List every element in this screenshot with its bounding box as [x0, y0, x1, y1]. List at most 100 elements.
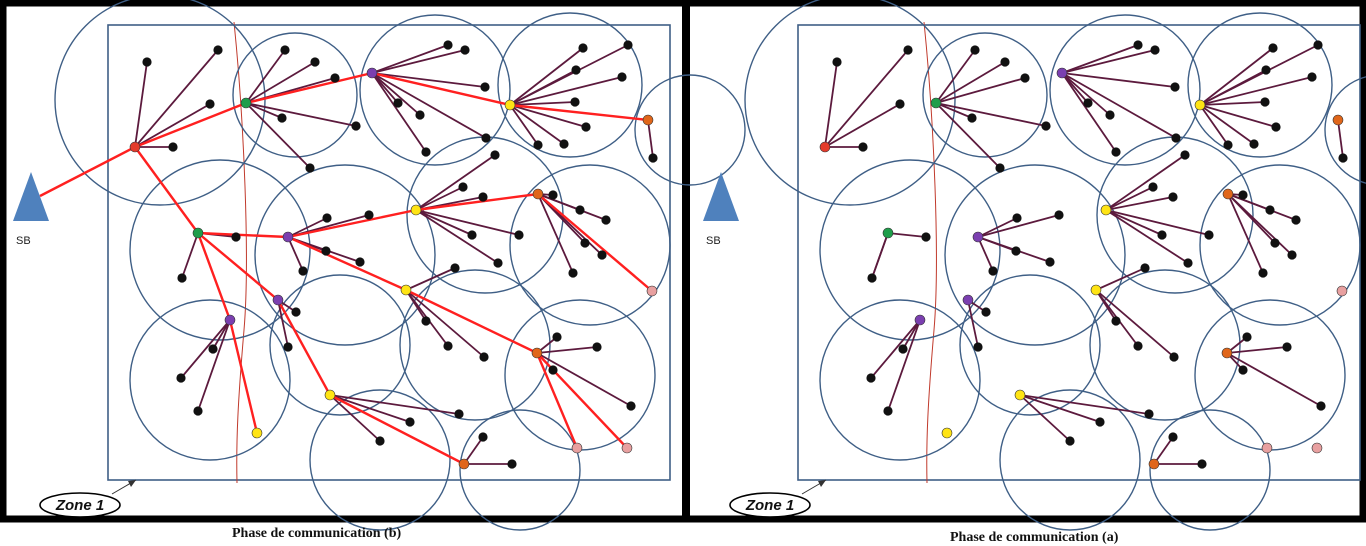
sensor-node — [1338, 153, 1348, 163]
member-link — [371, 72, 421, 116]
member-link — [824, 61, 838, 148]
member-link — [371, 72, 487, 139]
cluster-head-node — [410, 204, 422, 216]
sensor-node — [375, 436, 385, 446]
route-link — [287, 235, 407, 292]
sensor-node — [548, 365, 558, 375]
sensor-node — [580, 238, 590, 248]
sensor-node — [1249, 139, 1259, 149]
cluster-head-node — [531, 347, 543, 359]
zone-arrow-head — [128, 480, 136, 487]
cluster-head-node — [1311, 442, 1323, 454]
member-link — [537, 193, 607, 221]
cluster-range-circle — [254, 164, 436, 346]
member-link — [1019, 394, 1071, 442]
sensor-node — [310, 57, 320, 67]
route-link — [276, 299, 332, 396]
sensor-node — [970, 45, 980, 55]
cluster-head-node — [972, 231, 984, 243]
panel-communication-a: SB Zone 1 — [703, 0, 1366, 531]
sensor-node — [322, 213, 332, 223]
sensor-node — [305, 163, 315, 173]
sensor-node — [1180, 150, 1190, 160]
cluster-head-node — [646, 285, 658, 297]
sensor-node — [1045, 257, 1055, 267]
cluster-range-circle — [504, 299, 656, 451]
member-link — [371, 49, 466, 74]
cluster-head-node — [192, 227, 204, 239]
sensor-node — [507, 459, 517, 469]
sensor-node — [1111, 147, 1121, 157]
member-link — [1105, 209, 1189, 264]
sensor-node — [283, 342, 293, 352]
sensor-node — [405, 417, 415, 427]
sensor-node — [1020, 73, 1030, 83]
cluster-head-node — [621, 442, 633, 454]
member-link — [1061, 44, 1139, 74]
cluster-head-node — [1222, 188, 1234, 200]
sensor-node — [231, 232, 241, 242]
member-link — [212, 319, 231, 350]
member-link — [1061, 49, 1156, 74]
sensor-node — [552, 332, 562, 342]
sensor-node — [1307, 72, 1317, 82]
sink-base-station-triangle — [703, 172, 739, 221]
sensor-node — [1111, 316, 1121, 326]
sensor-node — [421, 316, 431, 326]
member-link — [977, 236, 1017, 252]
member-link — [134, 49, 219, 148]
sensor-node — [1065, 436, 1075, 446]
member-link — [1095, 289, 1117, 322]
sensor-node — [481, 133, 491, 143]
sensor-node — [1287, 250, 1297, 260]
sensor-node — [1197, 459, 1207, 469]
member-link — [935, 102, 1047, 127]
sensor-node — [364, 210, 374, 220]
cluster-range-circle — [459, 409, 581, 531]
caption-a: Phase de communication (a) — [950, 530, 1119, 545]
member-link — [1019, 394, 1101, 423]
member-link — [277, 299, 289, 348]
sensor-node — [208, 344, 218, 354]
member-link — [977, 236, 994, 272]
member-link — [329, 394, 411, 423]
sensor-node — [351, 121, 361, 131]
member-link — [134, 61, 148, 148]
route-link — [196, 232, 232, 321]
member-link — [197, 319, 231, 412]
sensor-node — [1291, 215, 1301, 225]
sensor-node — [921, 232, 931, 242]
member-link — [1226, 352, 1322, 407]
sensor-node — [277, 113, 287, 123]
member-link — [245, 61, 316, 104]
member-link — [1019, 394, 1150, 415]
sensor-node — [1083, 98, 1093, 108]
sensor-node — [514, 230, 524, 240]
sensor-node — [559, 139, 569, 149]
member-link — [935, 49, 976, 104]
cluster-range-circle — [399, 269, 551, 421]
sensor-node — [176, 373, 186, 383]
zone-label: Zone 1 — [55, 497, 104, 514]
route-link — [197, 231, 289, 239]
sensor-node — [626, 401, 636, 411]
member-link — [415, 209, 473, 236]
sensor-node — [601, 215, 611, 225]
sensor-node — [1000, 57, 1010, 67]
route-link — [537, 193, 653, 292]
sensor-node — [1168, 192, 1178, 202]
sensor-node — [280, 45, 290, 55]
cluster-head-node — [458, 458, 470, 470]
route-link-to-sink — [39, 145, 136, 198]
route-link — [329, 393, 465, 466]
cluster-range-circle — [309, 389, 451, 531]
sensor-node — [1095, 417, 1105, 427]
sensor-node — [1204, 230, 1214, 240]
sensor-node — [443, 40, 453, 50]
sensor-node — [458, 182, 468, 192]
sensor-node — [1169, 352, 1179, 362]
cluster-range-circle — [1199, 164, 1361, 326]
member-link — [415, 186, 464, 211]
sensor-node — [1157, 230, 1167, 240]
